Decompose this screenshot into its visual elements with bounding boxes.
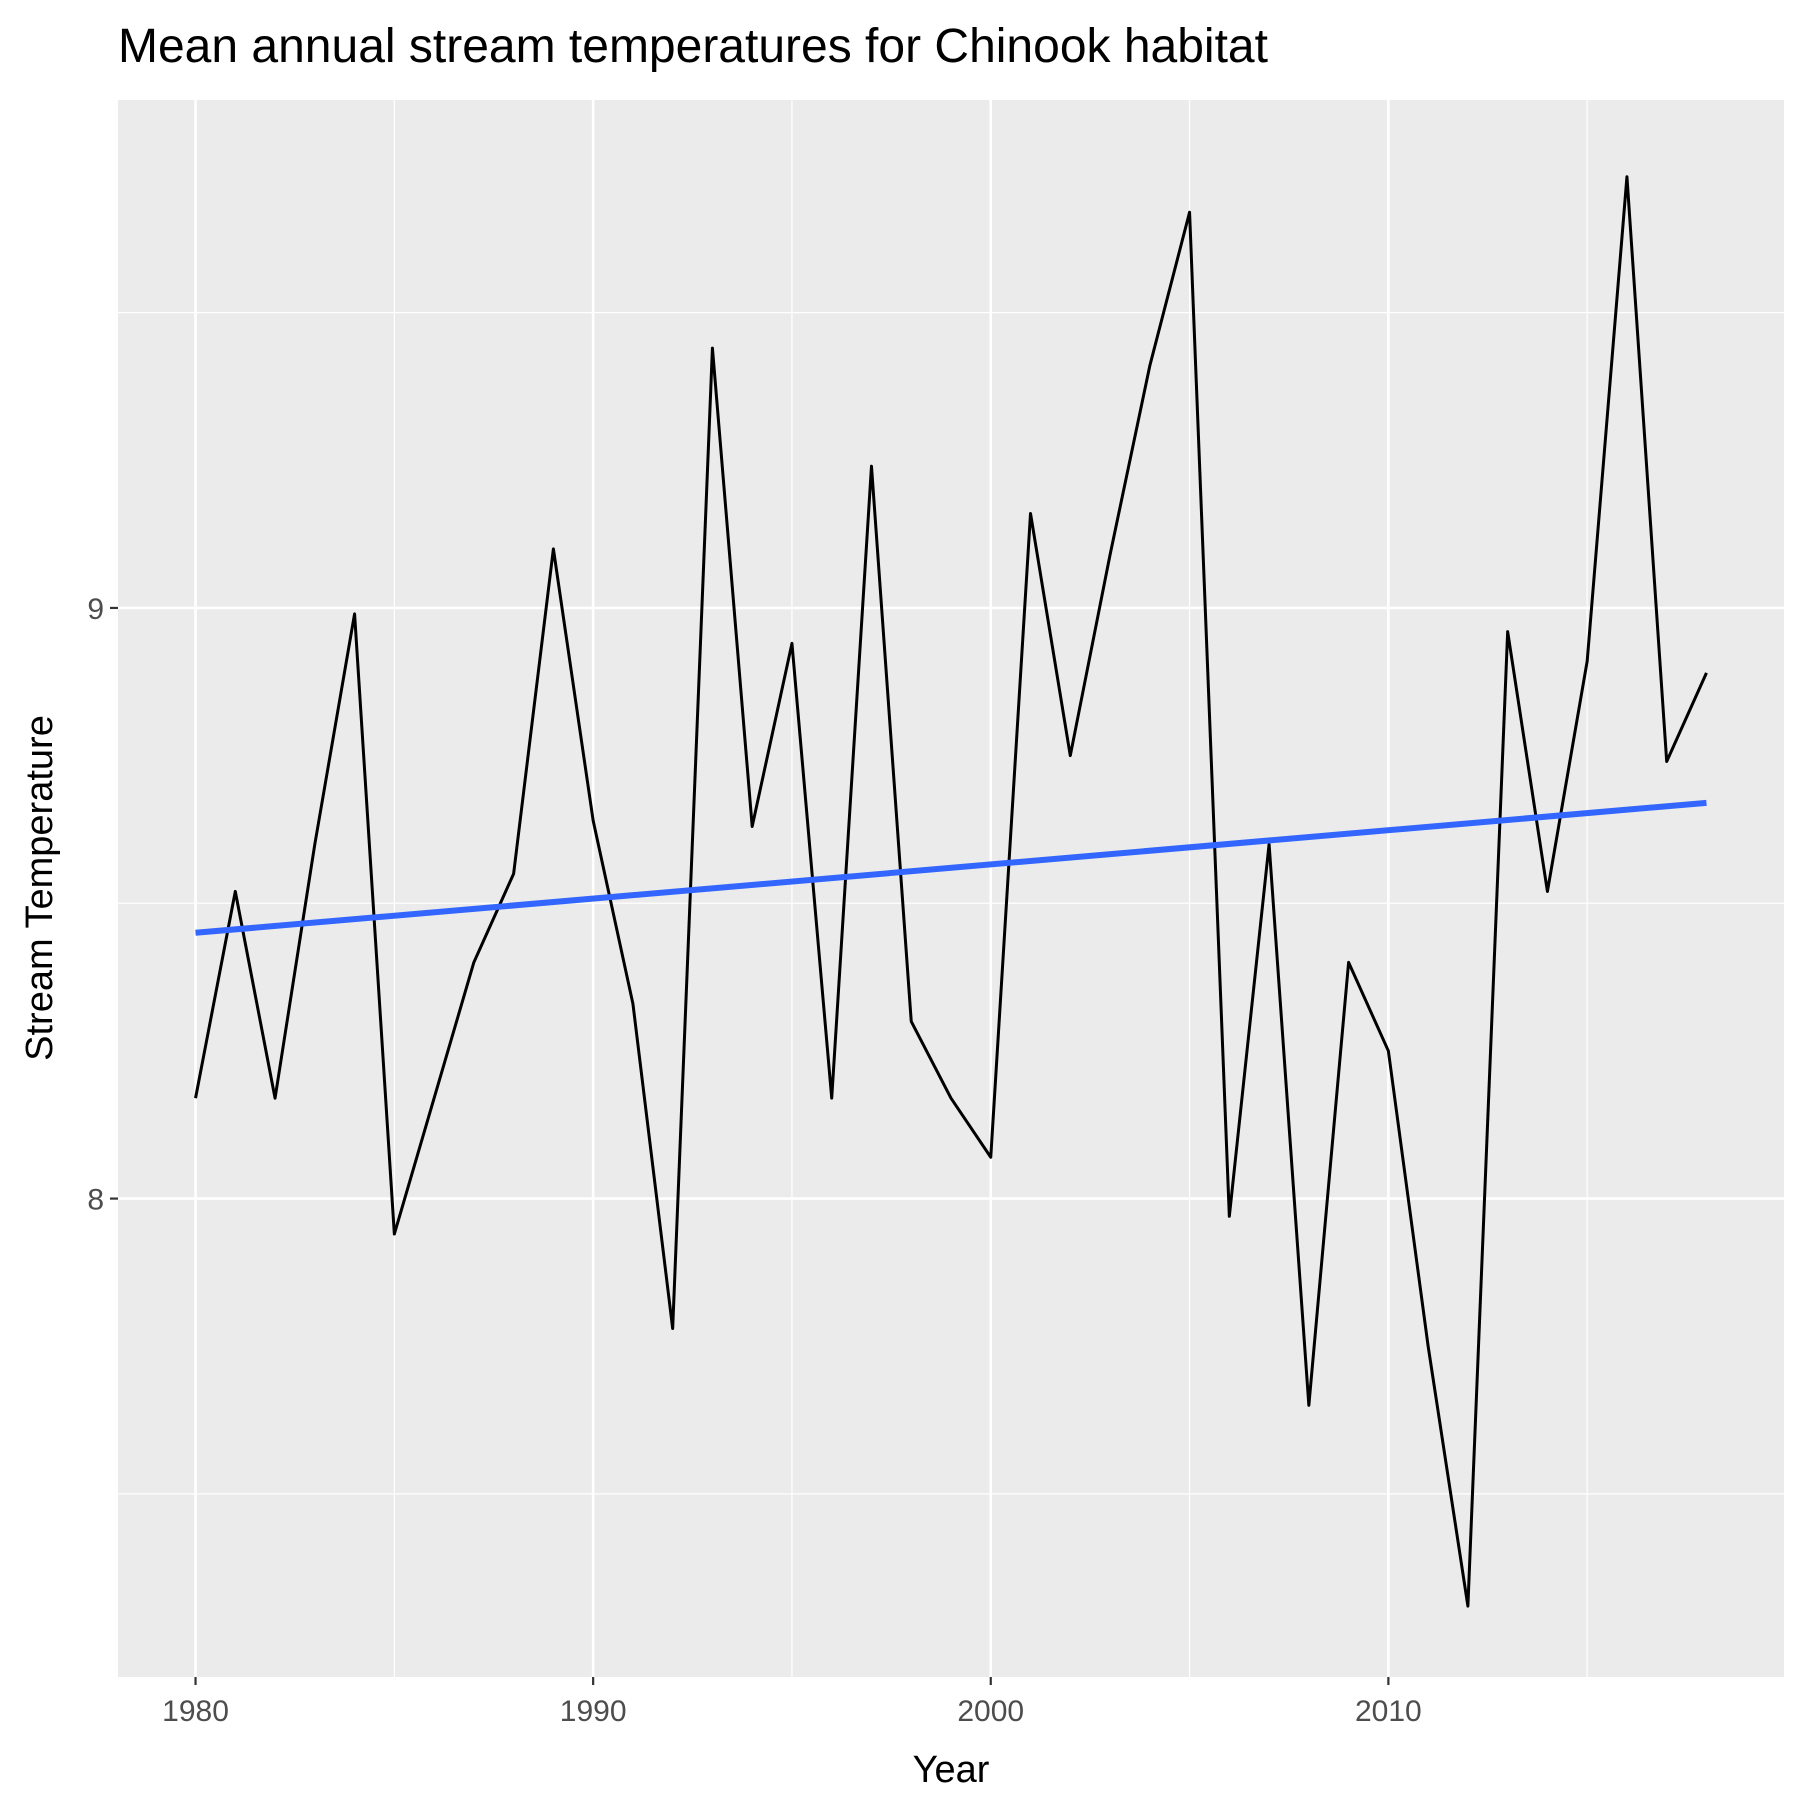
x-tick-label: 1980 <box>162 1695 229 1728</box>
x-tick-label: 1990 <box>560 1695 627 1728</box>
x-tick-label: 2000 <box>957 1695 1024 1728</box>
trend-line <box>195 799 1707 936</box>
y-axis-title: Stream Temperature <box>19 715 61 1061</box>
plot-panel <box>118 100 1784 1677</box>
series-layer <box>194 175 1708 1608</box>
chart-title: Mean annual stream temperatures for Chin… <box>118 20 1268 73</box>
y-axis-ticks: 89 <box>87 593 118 1217</box>
x-tick-label: 2010 <box>1355 1695 1422 1728</box>
x-axis-ticks: 1980 1990 2000 2010 <box>162 1677 1422 1728</box>
minor-gridlines <box>118 100 1784 1677</box>
y-tick-label: 9 <box>87 593 104 626</box>
major-gridlines <box>118 100 1784 1677</box>
y-tick-label: 8 <box>87 1184 104 1217</box>
x-axis-title: Year <box>913 1749 990 1791</box>
temperature-series-line <box>194 175 1708 1608</box>
